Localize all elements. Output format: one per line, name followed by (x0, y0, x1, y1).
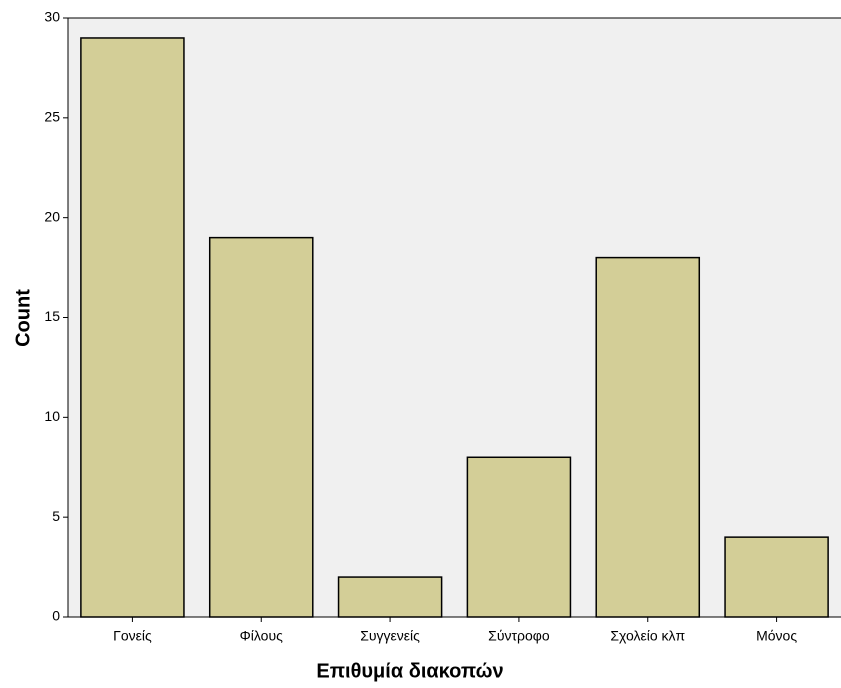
y-tick-label: 20 (44, 208, 60, 224)
x-axis-title: Επιθυμία διακοπών (316, 660, 503, 682)
bar (595, 256, 701, 618)
y-tick-label: 5 (52, 508, 60, 524)
y-tick-label: 0 (52, 608, 60, 624)
x-tick-label: Συγγενείς (360, 628, 420, 644)
x-tick-label: Μόνος (756, 628, 797, 644)
y-tick-label: 30 (44, 9, 60, 25)
x-tick-label: Γονείς (113, 628, 152, 644)
bar (80, 37, 185, 618)
bar (208, 236, 314, 618)
x-tick-label: Σύντροφο (488, 628, 550, 644)
x-tick-label: Σχολείο κλπ (610, 628, 685, 644)
plot-area (68, 18, 841, 617)
y-tick-label: 15 (44, 308, 60, 324)
y-axis-title: Count (12, 289, 34, 347)
bar (724, 536, 829, 618)
x-tick-label: Φίλους (240, 628, 284, 644)
y-tick-label: 25 (44, 109, 60, 125)
bar (466, 456, 572, 618)
y-tick-label: 10 (44, 408, 60, 424)
bar (337, 576, 443, 618)
